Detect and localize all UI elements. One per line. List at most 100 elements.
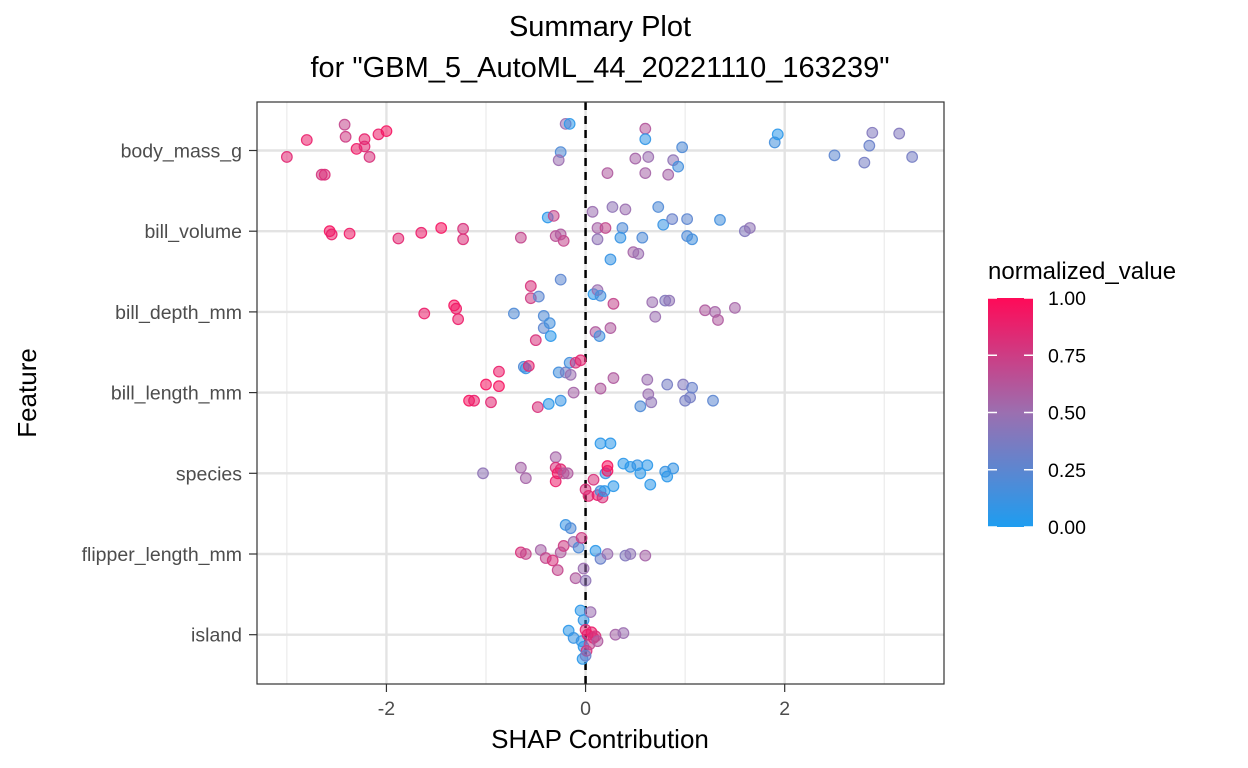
- shap-point: [584, 606, 597, 619]
- shap-point: [561, 467, 574, 480]
- shap-point: [666, 213, 679, 225]
- shap-point: [594, 382, 607, 395]
- shap-point: [604, 253, 617, 266]
- shap-point: [586, 205, 599, 218]
- shap-point: [645, 396, 658, 409]
- x-tick-label: -2: [378, 698, 395, 720]
- shap-point: [661, 378, 674, 391]
- shap-point: [641, 459, 654, 472]
- shap-point: [591, 233, 604, 246]
- color-legend: normalized_value 1.00 0.75 0.50 0.25 0.00: [988, 258, 1176, 539]
- shap-point: [594, 289, 607, 302]
- shap-point: [563, 117, 576, 130]
- shap-point: [519, 472, 532, 485]
- shap-point: [614, 231, 627, 244]
- shap-point: [714, 214, 726, 226]
- shap-point: [639, 167, 652, 179]
- shap-point: [617, 627, 630, 639]
- shap-point: [493, 380, 505, 393]
- shap-point: [729, 301, 741, 314]
- shap-point: [639, 549, 652, 562]
- x-axis: -2 0 2: [378, 684, 790, 720]
- x-tick-label: 0: [580, 698, 591, 720]
- shap-point: [574, 604, 587, 617]
- shap-point: [684, 391, 697, 404]
- shap-point: [893, 127, 906, 140]
- shap-point: [531, 401, 544, 414]
- shap-point: [649, 310, 662, 323]
- shap-point: [863, 139, 876, 152]
- shap-point: [607, 372, 620, 384]
- shap-point: [594, 437, 607, 450]
- shap-point: [567, 386, 580, 399]
- shap-point: [624, 548, 637, 560]
- shap-point: [632, 247, 645, 260]
- shap-point: [598, 485, 611, 497]
- shap-point: [601, 464, 614, 477]
- shap-point: [519, 548, 532, 560]
- y-axis-title: Feature: [12, 348, 42, 438]
- shap-point: [634, 400, 647, 413]
- shap-point: [557, 234, 570, 247]
- shap-point: [652, 201, 665, 213]
- shap-point: [606, 201, 619, 213]
- shap-point: [363, 151, 376, 163]
- shap-point: [554, 394, 567, 407]
- shap-point: [480, 378, 492, 391]
- shap-point: [575, 531, 588, 544]
- shap-point: [493, 365, 505, 378]
- shap-point: [544, 330, 557, 343]
- shap-point: [663, 294, 676, 307]
- shap-point: [906, 151, 919, 163]
- shap-point: [593, 330, 606, 343]
- y-tick-label: flipper_length_mm: [82, 544, 242, 566]
- shap-point: [641, 373, 654, 386]
- shap-point: [639, 122, 652, 135]
- shap-point: [601, 548, 614, 560]
- shap-point: [686, 381, 698, 394]
- data-points: [280, 117, 919, 665]
- shap-point: [318, 168, 331, 181]
- shap-point: [661, 470, 674, 483]
- shap-point: [629, 152, 642, 165]
- shap-point: [547, 209, 560, 222]
- x-axis-title: SHAP Contribution: [491, 724, 709, 754]
- shap-point: [676, 141, 689, 154]
- shap-point: [380, 125, 393, 138]
- shap-point: [452, 313, 465, 326]
- shap-point: [522, 360, 535, 372]
- shap-point: [672, 160, 685, 173]
- shap-point: [435, 222, 448, 234]
- y-tick-label: bill_volume: [144, 221, 242, 243]
- shap-point: [599, 222, 612, 234]
- shap-point: [300, 134, 313, 146]
- shap-point: [634, 467, 647, 480]
- legend-tick-label: 1.00: [1048, 288, 1086, 310]
- chart-title: Summary Plot: [509, 11, 691, 43]
- shap-point: [418, 307, 431, 320]
- shap-point: [642, 151, 655, 163]
- y-tick-label: bill_depth_mm: [115, 302, 242, 324]
- shap-point: [616, 222, 629, 234]
- chart-subtitle: for "GBM_5_AutoML_44_20221110_163239": [310, 52, 889, 84]
- legend-title: normalized_value: [988, 258, 1176, 285]
- shap-point: [707, 394, 719, 407]
- shap-point: [546, 554, 559, 567]
- shap-point: [514, 461, 527, 474]
- y-axis: body_mass_g bill_volume bill_depth_mm bill_…: [82, 141, 257, 647]
- shap-point: [551, 564, 564, 577]
- y-tick-label: species: [176, 463, 242, 485]
- legend-tick-label: 0.00: [1048, 517, 1086, 539]
- shap-point: [543, 317, 556, 330]
- shap-point: [743, 222, 756, 234]
- shap-point: [457, 233, 470, 246]
- shap-point: [681, 213, 694, 225]
- shap-point: [577, 562, 590, 575]
- shap-point: [866, 126, 879, 139]
- shap-point: [532, 290, 545, 303]
- shap-point: [607, 480, 620, 493]
- shap-point: [662, 168, 675, 181]
- shap-point: [477, 467, 489, 480]
- shap-point: [457, 222, 470, 235]
- shap-point: [325, 228, 338, 241]
